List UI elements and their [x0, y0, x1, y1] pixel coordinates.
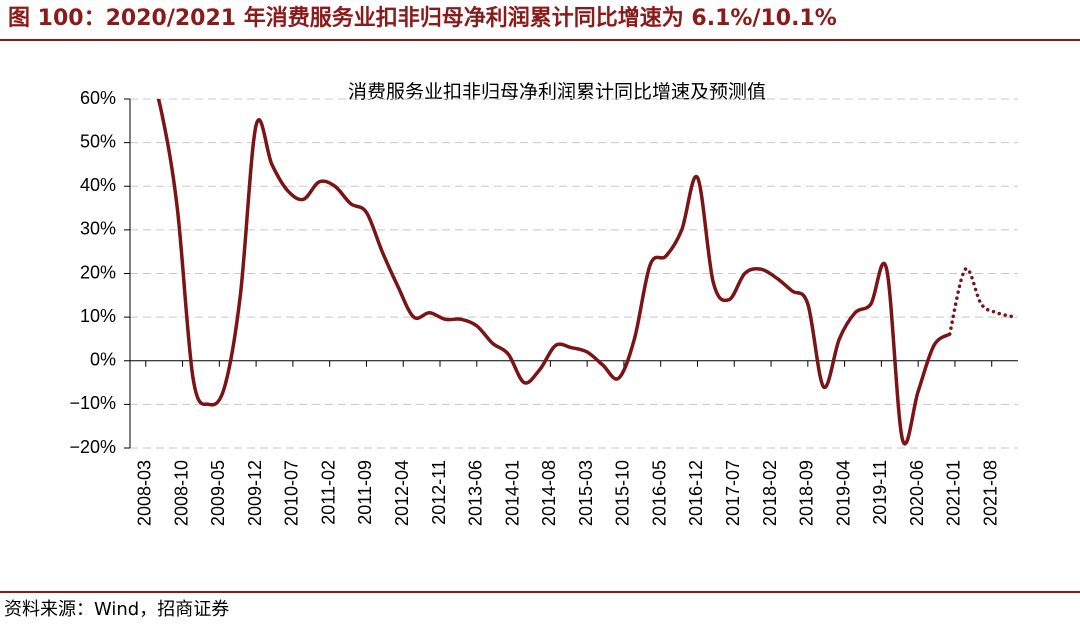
x-tick-label: 2008-03: [135, 460, 155, 526]
x-tick-label: 2015-10: [613, 460, 633, 526]
plot: −20% −10% 0% 10% 20% 30% 40% 50% 60% 2008-03 2008-…: [69, 88, 1018, 526]
x-tick-label: 2012-11: [429, 460, 449, 525]
x-tick-label: 2012-04: [392, 460, 412, 526]
x-tick-label: 2009-12: [245, 460, 265, 526]
source: 资料来源：Wind，招商证券: [4, 599, 229, 620]
y-tick-label: 10%: [80, 306, 116, 326]
y-tick-label: 20%: [80, 262, 116, 282]
y-tick-label: −20%: [69, 437, 116, 457]
line-series: [947, 267, 1015, 336]
x-tick-label: 2017-07: [723, 460, 743, 526]
x-tick-label: 2021-08: [980, 460, 1000, 526]
x-tick-label: 2014-01: [502, 460, 522, 526]
x-tick-label: 2010-07: [282, 460, 302, 526]
x-tick-label: 2015-03: [576, 460, 596, 526]
series-group: [156, 99, 1015, 446]
y-tick-label: 60%: [80, 88, 116, 108]
x-tick-label: 2016-05: [649, 460, 669, 526]
y-tick-label: −10%: [69, 393, 116, 413]
figure-title: 图 100：2020/2021 年消费服务业扣非归母净利润累计同比增速为 6.1…: [8, 5, 837, 31]
y-tick-label: 40%: [80, 175, 116, 195]
x-tick-label: 2011-09: [355, 460, 375, 525]
x-tick-label: 2018-02: [760, 460, 780, 526]
y-tick-label: 0%: [90, 350, 116, 370]
x-tick-label: 2016-12: [686, 460, 706, 526]
y-tick-label: 30%: [80, 219, 116, 239]
x-tick-label: 2019-11: [870, 460, 890, 525]
x-tick-label: 2008-10: [171, 460, 191, 526]
x-tick-label: 2018-09: [797, 460, 817, 526]
y-tick-label: 50%: [80, 131, 116, 151]
x-tick-label: 2014-08: [539, 460, 559, 526]
x-tick-label: 2013-06: [466, 460, 486, 526]
x-tick-label: 2009-05: [208, 460, 228, 526]
x-tick-label: 2011-02: [318, 460, 338, 525]
x-tick-label: 2019-04: [833, 460, 853, 526]
x-tick-label: 2020-06: [907, 460, 927, 526]
line-series: [156, 99, 952, 446]
chart-title: 消费服务业扣非归母净利润累计同比增速及预测值: [348, 81, 766, 103]
x-tick-label: 2021-01: [944, 460, 964, 526]
